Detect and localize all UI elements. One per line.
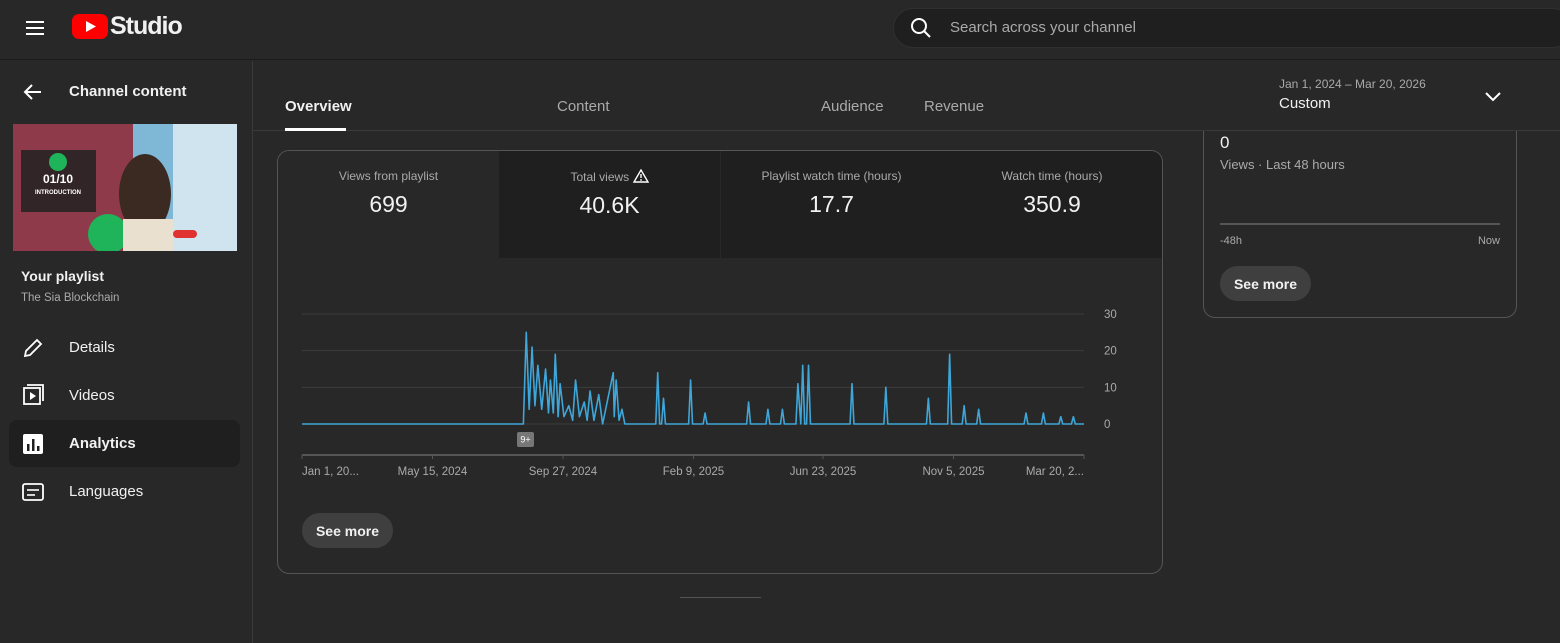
realtime-start: -48h <box>1220 235 1243 247</box>
metric[interactable]: Watch time (hours) 350.9 <box>942 151 1162 258</box>
playlist-name: The Sia Blockchain <box>21 292 120 304</box>
metric-value: 40.6K <box>579 192 640 218</box>
nav-item[interactable]: Languages <box>69 483 144 500</box>
nav-item[interactable]: Analytics <box>69 435 136 452</box>
realtime-axis <box>1220 223 1500 225</box>
logo-icon[interactable] <box>72 14 110 40</box>
tab-underline <box>285 128 346 131</box>
warning-icon <box>632 168 649 183</box>
search-placeholder[interactable]: Search across your channel <box>950 19 1136 36</box>
metric-label: Playlist watch time (hours) <box>761 169 902 183</box>
back-icon[interactable] <box>21 80 45 104</box>
playlist-label: Your playlist <box>21 268 104 284</box>
tab[interactable]: Audience <box>821 98 884 115</box>
metric-label: Watch time (hours) <box>1001 169 1103 183</box>
date-dropdown[interactable] <box>1482 85 1504 107</box>
metric[interactable]: Views from playlist 699 <box>278 151 499 258</box>
metric-value: 17.7 <box>809 191 854 217</box>
see-more-button[interactable]: See more <box>1220 266 1311 301</box>
playlist-thumbnail[interactable]: 01/10 INTRODUCTION <box>13 124 237 251</box>
realtime-value: 0 <box>1220 133 1230 152</box>
logo-text[interactable]: Studio <box>110 12 183 40</box>
realtime-end: Now <box>1477 235 1500 247</box>
search-box[interactable] <box>893 8 1560 48</box>
metric-label: Total views <box>570 170 630 184</box>
nav-item[interactable]: Videos <box>69 387 115 404</box>
metric[interactable]: Total views 40.6K <box>499 151 720 258</box>
realtime-label: Views · Last 48 hours <box>1220 157 1345 172</box>
menu-button[interactable] <box>24 17 46 39</box>
nav-item[interactable]: Details <box>69 339 115 356</box>
thumbnail-caption: INTRODUCTION <box>35 190 81 196</box>
overview-card <box>277 150 1163 574</box>
nav-icons <box>22 338 44 501</box>
metric-label: Views from playlist <box>338 169 439 183</box>
back-label[interactable]: Channel content <box>69 83 187 100</box>
scroll-indicator <box>680 597 761 598</box>
date-preset[interactable]: Custom <box>1279 95 1331 112</box>
nav-selected-bg <box>9 420 240 467</box>
sidebar-divider <box>252 61 253 643</box>
thumbnail-episode: 01/10 <box>43 172 73 186</box>
see-more-button[interactable]: See more <box>302 513 393 548</box>
metric[interactable]: Playlist watch time (hours) 17.7 <box>721 151 942 258</box>
date-range[interactable]: Jan 1, 2024 – Mar 20, 2026 <box>1279 77 1426 91</box>
tab-selected[interactable]: Overview <box>285 98 352 115</box>
metric-value: 350.9 <box>1023 191 1081 217</box>
search-icon <box>911 18 931 38</box>
tab[interactable]: Content <box>557 98 610 115</box>
tab[interactable]: Revenue <box>924 98 985 115</box>
tab-bar <box>253 61 1560 131</box>
metric-value: 699 <box>369 191 408 217</box>
